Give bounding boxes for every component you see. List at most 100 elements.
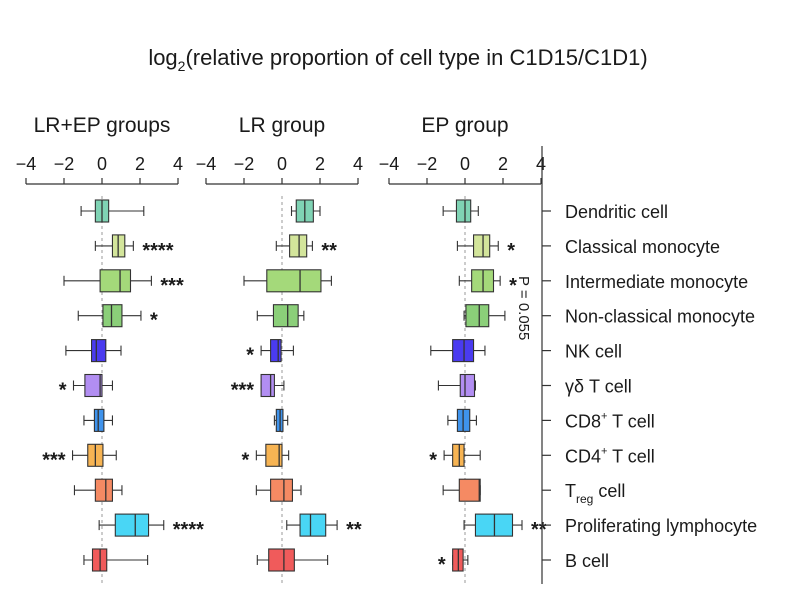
category-label-text: T [565,481,576,501]
panel-title: EP group [421,114,508,137]
category-label: Dendritic cell [565,202,668,222]
category-label-text: Dendritic cell [565,202,668,222]
box-1 [290,199,321,223]
iqr-box [84,373,103,398]
iqr-box [99,269,132,293]
box-9 [255,478,302,502]
iqr-box [270,339,282,363]
box-3: *** [63,269,184,297]
significance-stars: * [150,310,158,332]
significance-stars: * [438,554,446,576]
significance-stars: * [242,449,250,471]
panel-1: LR+EP groups−4 −2 0 2 4**************** [16,114,204,584]
category-label-rest: T cell [607,411,654,431]
box-5: * [246,339,294,367]
x-tick-label: −2 [54,154,75,174]
category-label: Proliferating lymphocyte [565,516,757,536]
category-label-text: NK cell [565,342,622,362]
box-3 [243,269,332,293]
significance-stars: ** [346,519,362,541]
box-3: * [458,269,517,297]
significance-stars: **** [142,240,173,262]
box-8: *** [42,443,117,471]
panel-title: LR group [239,114,325,137]
box-2: * [456,234,515,262]
box-4 [463,304,506,328]
category-label-subscript: reg [576,492,593,506]
box-6 [437,373,477,398]
significance-stars: * [507,240,515,262]
box-5 [430,339,486,363]
box-11 [83,548,149,572]
box-9 [442,478,481,502]
box-9 [73,478,123,502]
box-10: ** [463,513,547,541]
box-1 [442,199,479,223]
category-label-rest: cell [593,481,625,501]
category-label-superscript: + [601,445,607,457]
significance-stars: **** [173,519,204,541]
category-label: Intermediate monocyte [565,272,748,292]
box-2: ** [275,234,337,262]
box-10: **** [98,513,204,541]
iqr-box [102,304,123,328]
category-label-text: Proliferating lymphocyte [565,516,757,536]
iqr-box [266,269,322,293]
box-7 [83,408,113,432]
x-tick-label: 4 [353,154,363,174]
category-label-text: CD8 [565,411,601,431]
p-value-note: P = 0.055 [515,276,532,340]
box-8: * [242,443,290,471]
box-5 [65,339,122,363]
iqr-box [272,304,299,328]
category-label: NK cell [565,342,622,362]
box-8: * [429,443,481,471]
significance-stars: * [59,380,67,402]
iqr-box [93,408,105,432]
category-label-text: B cell [565,551,609,571]
x-tick-label: 0 [97,154,107,174]
category-label-text: CD4 [565,446,601,466]
category-label: Treg cell [565,481,625,506]
box-2: **** [94,234,174,262]
x-tick-label: −4 [196,154,217,174]
box-6: * [59,373,113,402]
significance-stars: *** [42,449,66,471]
x-tick-label: −2 [417,154,438,174]
box-4: * [77,304,158,332]
iqr-box [94,478,113,502]
iqr-box [458,478,481,502]
iqr-box [452,443,465,467]
iqr-box [270,478,294,502]
panel-2: LR group−4 −2 0 2 4********* [196,114,363,584]
iqr-box [265,443,283,467]
category-label-text: Classical monocyte [565,237,720,257]
significance-stars: *** [231,380,255,402]
iqr-box [91,339,107,363]
x-tick-label: 2 [498,154,508,174]
iqr-box [289,234,308,258]
chart-title-subscript: 2 [178,58,186,74]
iqr-box [268,548,295,572]
iqr-box [455,199,472,223]
box-11 [256,548,329,572]
x-tick-label: 0 [277,154,287,174]
panel-3: EP group−4 −2 0 2 4****** [379,114,547,584]
x-tick-label: −4 [379,154,400,174]
category-label: B cell [565,551,609,571]
iqr-box [472,234,491,258]
iqr-box [459,373,476,398]
category-label-text: γδ T cell [565,377,632,397]
x-tick-label: 0 [460,154,470,174]
category-label: Classical monocyte [565,237,720,257]
x-tick-label: −4 [16,154,37,174]
significance-stars: ** [321,240,337,262]
category-label: CD8+ T cell [565,410,655,431]
significance-stars: *** [160,275,184,297]
box-6: *** [231,373,285,402]
category-label: Non-classical monocyte [565,307,755,327]
significance-stars: * [429,449,437,471]
box-7 [273,408,289,432]
significance-stars: * [246,345,254,367]
